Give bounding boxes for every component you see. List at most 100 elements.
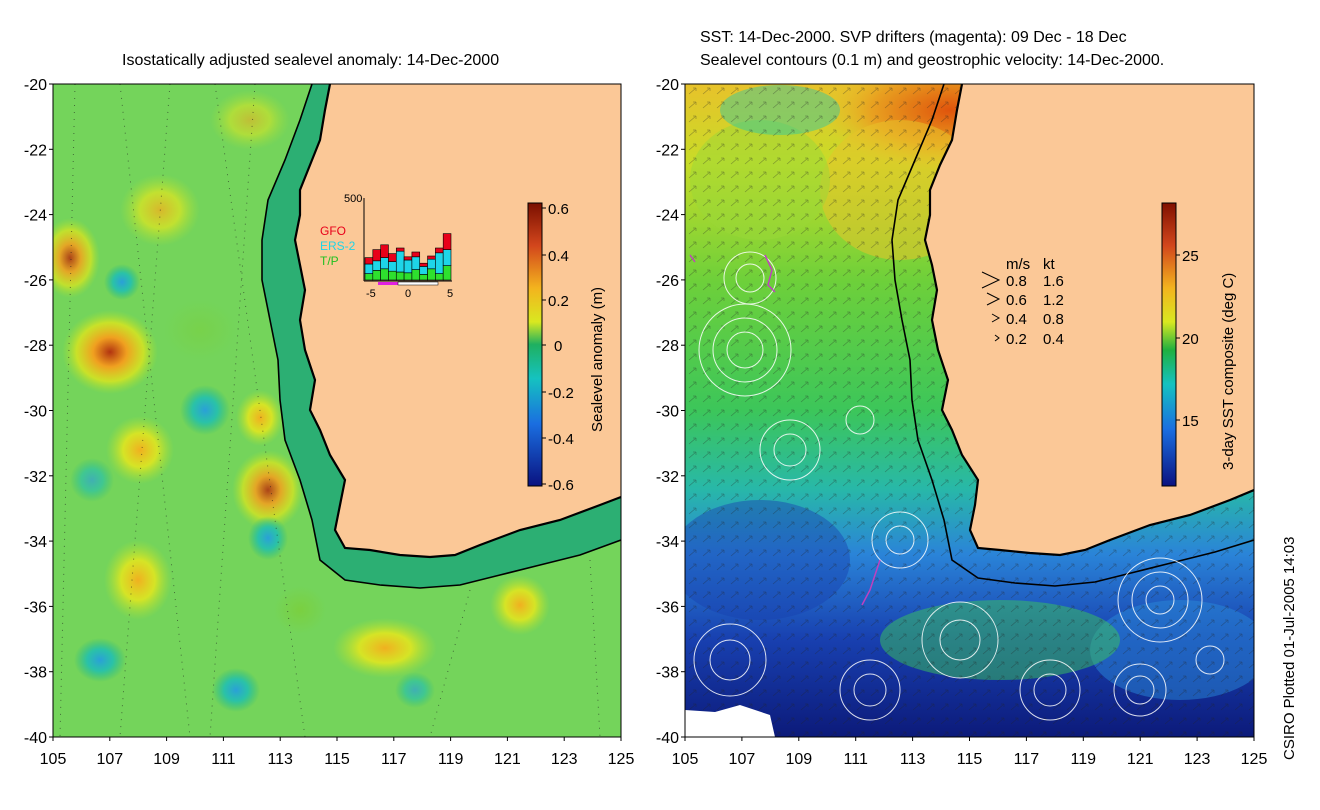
sst-tick-25: 25 [1182, 248, 1199, 265]
histogram-bar-gfo [419, 262, 428, 267]
histogram-xtick-left: -5 [366, 288, 376, 300]
histogram-bar-tp [427, 268, 436, 281]
velocity-legend-kt-1.2: 1.2 [1043, 292, 1064, 309]
right-xtick-label: 123 [1184, 751, 1211, 768]
legend-gfo: GFO [320, 224, 346, 238]
right-xtick-label: 119 [1071, 751, 1097, 768]
left-xtick-label: 113 [267, 751, 293, 768]
histogram-bar-ers [411, 256, 421, 270]
histogram-bar-tp [388, 270, 397, 281]
left-map-title: Isostatically adjusted sealevel anomaly:… [122, 52, 500, 69]
right-map-title-line2: Sealevel contours (0.1 m) and geostrophi… [700, 52, 1165, 69]
left-xtick-label: 105 [40, 751, 67, 768]
left-ytick-label: -22 [24, 142, 47, 159]
left-xtick-label: 123 [551, 751, 578, 768]
histogram-bar-gfo [403, 256, 413, 261]
sea-level-colorbar-ramp [527, 202, 543, 487]
right-xtick-label: 115 [957, 751, 983, 768]
left-xtick-label: 121 [494, 751, 521, 768]
histogram-bar-gfo [442, 233, 452, 250]
left-xtick-label: 119 [438, 751, 464, 768]
histogram-xtick-right: 5 [447, 288, 453, 300]
histogram-bar-tp [442, 265, 452, 281]
right-xtick-label: 113 [900, 751, 926, 768]
sla-tick-neg0.2: -0.2 [548, 385, 574, 402]
histogram-xtick-mid: 0 [405, 288, 411, 300]
left-ytick-label: -24 [24, 208, 47, 225]
right-xtick-label: 111 [844, 751, 868, 768]
right-ytick-label: -26 [656, 273, 679, 290]
velocity-arrow-0.2 [994, 334, 1000, 342]
left-xtick-label: 109 [153, 751, 180, 768]
left-sea-level-map [53, 84, 621, 737]
histogram-bar-gfo [372, 249, 381, 262]
left-ytick-label: -36 [24, 599, 47, 616]
right-xtick-label: 109 [785, 751, 812, 768]
left-xtick-label: 115 [324, 751, 350, 768]
histogram-bar-tp [395, 271, 405, 281]
sla-tick-0.2: 0.2 [548, 293, 569, 310]
sla-colorbar-label: Sealevel anomaly (m) [589, 287, 606, 432]
left-ytick-label: -38 [24, 665, 47, 682]
histogram-bar-gfo [380, 244, 389, 258]
velocity-legend-ms-0.8: 0.8 [1006, 273, 1027, 290]
histogram-bar-ers [419, 266, 428, 275]
velocity-arrow-0.4 [991, 313, 1001, 323]
sst-tick-15: 15 [1182, 413, 1199, 430]
histogram-bar-ers [427, 258, 436, 270]
left-ytick-label: -32 [24, 469, 47, 486]
left-ytick-label: -30 [24, 404, 47, 421]
sea-level-colorbar: 0.6 0.4 0.2 0 -0.2 -0.4 -0.6 Sealevel an… [527, 201, 606, 494]
histogram-bar-ers [364, 263, 374, 274]
histogram-bar-gfo [435, 247, 444, 254]
left-ytick-label: -20 [24, 77, 47, 94]
right-ytick-label: -24 [656, 208, 679, 225]
histogram-bars [364, 233, 452, 281]
sla-tick-0: 0 [554, 338, 562, 355]
right-ytick-label: -32 [656, 469, 679, 486]
left-ytick-label: -26 [24, 273, 47, 290]
right-ytick-label: -28 [656, 338, 679, 355]
sla-tick-0.6: 0.6 [548, 201, 569, 218]
velocity-legend-kt-header: kt [1043, 256, 1056, 273]
sst-colorbar-ramp [1161, 202, 1177, 487]
left-xtick-label: 125 [608, 751, 635, 768]
histogram-bar-tp [372, 270, 381, 281]
histogram-bar-ers [403, 259, 413, 274]
legend-tp: T/P [320, 254, 339, 268]
right-xtick-label: 105 [672, 751, 699, 768]
histogram-ymax-label: 500 [344, 193, 362, 205]
right-map-title-line1: SST: 14-Dec-2000. SVP drifters (magenta)… [700, 29, 1127, 46]
right-xtick-label: 125 [1241, 751, 1268, 768]
altimeter-histogram-inset: 500 -5 0 5 GFO ERS-2 T/P [320, 193, 453, 300]
histogram-bar-gfo [395, 247, 405, 252]
histogram-drifter-window [378, 282, 398, 285]
histogram-bar-ers [388, 261, 397, 272]
csiro-credit: CSIRO Plotted 01-Jul-2005 14:03 [1281, 536, 1298, 760]
sst-colorbar: 25 20 15 3-day SST composite (deg C) [1161, 202, 1237, 487]
svp-drifter-tracks [689, 254, 881, 606]
histogram-bar-gfo [364, 257, 374, 265]
histogram-bar-tp [419, 274, 428, 281]
histogram-bar-gfo [411, 251, 421, 258]
velocity-legend-ms-0.4: 0.4 [1006, 311, 1027, 328]
velocity-legend-ms-0.2: 0.2 [1006, 331, 1027, 348]
right-ytick-label: -30 [656, 404, 679, 421]
right-ytick-label: -34 [656, 534, 679, 551]
right-ytick-label: -22 [656, 142, 679, 159]
velocity-arrow-0.6 [986, 292, 1001, 306]
sla-tick-neg0.4: -0.4 [548, 431, 574, 448]
histogram-bar-ers [372, 260, 381, 271]
left-xtick-label: 107 [96, 751, 123, 768]
right-ytick-label: -20 [656, 77, 679, 94]
left-ytick-label: -40 [24, 730, 47, 747]
right-xtick-label: 121 [1127, 751, 1154, 768]
right-ytick-label: -36 [656, 599, 679, 616]
right-sst-map [685, 84, 1254, 737]
velocity-legend-kt-0.4: 0.4 [1043, 331, 1064, 348]
histogram-bar-ers [435, 252, 444, 274]
histogram-bar-gfo [388, 253, 397, 262]
sst-colorbar-label: 3-day SST composite (deg C) [1220, 273, 1237, 470]
velocity-legend-kt-1.6: 1.6 [1043, 273, 1064, 290]
